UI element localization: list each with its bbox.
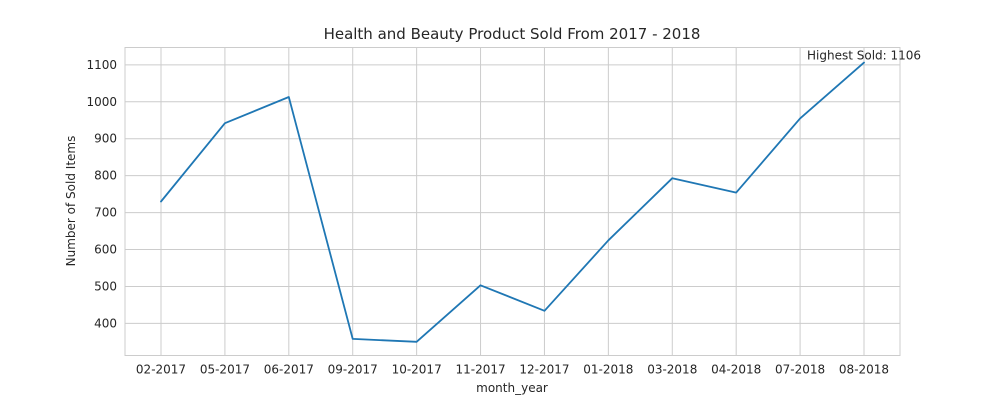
x-tick-label: 07-2018	[775, 363, 825, 377]
x-tick-label: 04-2018	[711, 363, 761, 377]
x-tick-label: 02-2017	[136, 363, 186, 377]
grid-lines	[125, 47, 900, 356]
x-tick-label: 05-2017	[200, 363, 250, 377]
x-tick-label: 03-2018	[647, 363, 697, 377]
x-axis-label: month_year	[476, 381, 548, 395]
series-lines	[160, 61, 865, 343]
x-tick-label: 08-2018	[839, 363, 889, 377]
chart-title: Health and Beauty Product Sold From 2017…	[324, 25, 701, 43]
x-tick-label: 09-2017	[328, 363, 378, 377]
x-tick-label: 01-2018	[583, 363, 633, 377]
max-annotation: Highest Sold: 1106	[807, 49, 921, 63]
series-line	[160, 61, 865, 343]
y-tick-label: 500	[94, 279, 117, 293]
y-tick-label: 1000	[86, 95, 117, 109]
x-tick-labels: 02-2017 05-2017 06-2017 09-2017 10-2017 11-20…	[136, 363, 889, 377]
y-tick-label: 1100	[86, 58, 117, 72]
y-tick-label: 400	[94, 316, 117, 330]
plot-area	[124, 47, 901, 356]
y-axis-label: Number of Sold Items	[64, 136, 78, 267]
y-tick-labels: 400 500 600 700 800 900 1000 1100	[86, 58, 117, 331]
x-tick-label: 10-2017	[392, 363, 442, 377]
y-tick-label: 700	[94, 206, 117, 220]
x-tick-label: 12-2017	[519, 363, 569, 377]
y-tick-label: 600	[94, 243, 117, 257]
y-tick-label: 800	[94, 169, 117, 183]
x-tick-label: 11-2017	[455, 363, 505, 377]
x-tick-label: 06-2017	[264, 363, 314, 377]
y-tick-label: 900	[94, 132, 117, 146]
